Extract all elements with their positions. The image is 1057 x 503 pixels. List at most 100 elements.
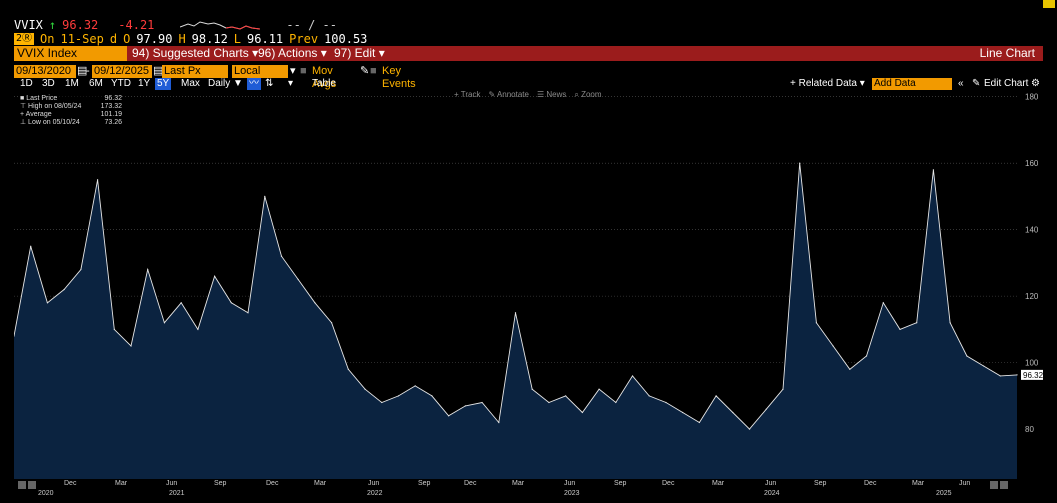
open-label: O [123,32,131,46]
high-value: 98.12 [191,32,228,46]
settings-gear-icon[interactable]: ⚙ [1031,78,1040,89]
scroll-right-button[interactable] [28,481,36,489]
x-tick-label: Dec [266,480,279,487]
data-point [598,388,600,390]
period-toolbar: 1D 3D 1M 6M YTD 1Y 5Y Max Daily ▼ 〰 ⇅ ▾ … [14,78,1043,90]
chart-tool-strip: + Track ✎ Annotate ☰ News ⌕ Zoom [454,90,602,100]
data-point [799,162,801,164]
data-point [498,421,500,424]
ticker-symbol[interactable]: VVIX [14,18,43,32]
data-point [46,302,49,304]
mov-avgs-label[interactable]: Mov Avgs [312,65,337,90]
data-point [765,408,767,410]
data-point [163,322,166,324]
calendar-end-icon[interactable]: ▤ [153,65,164,77]
status-indicator [1043,0,1055,8]
style-dropdown-icon[interactable]: ▾ [288,78,294,89]
legend-high: ⊤ High on 08/05/24 173.32 [20,103,122,110]
end-date-input[interactable]: 09/12/2025 [92,65,152,78]
prev-label: Prev [289,32,319,46]
data-point [331,322,333,324]
annotate-tool[interactable]: ✎ Annotate [488,90,529,99]
data-point [180,302,182,304]
x-tick-label: Jun [368,480,380,487]
x-tick-label: Jun [166,480,178,487]
key-events-checkbox[interactable]: ■ [370,65,377,77]
data-point [882,302,884,304]
related-data-menu[interactable]: + Related Data ▾ [790,78,865,89]
period-max[interactable]: Max [181,78,200,89]
data-point [531,388,533,390]
quote-row: 2Ⓡ On 11-Sep d O 97.90 H 98.12 L 96.11 P… [14,32,367,46]
ticker-row: VVIX ↑ 96.32 -4.21 -- / -- [14,18,337,32]
data-point [230,302,232,304]
zoom-out-button[interactable] [990,481,998,489]
data-point [932,169,935,171]
x-tick-label: Dec [64,480,77,487]
data-point [280,255,283,257]
data-point [397,395,400,397]
open-value: 97.90 [136,32,173,46]
scroll-left-button[interactable] [18,481,26,489]
y-tick-label: 120 [1025,292,1039,301]
x-tick-label: Sep [214,480,227,487]
edit-chart-icon[interactable]: ✎ [972,78,981,89]
mov-avgs-checkbox[interactable]: ■ [300,65,307,77]
frequency-select[interactable]: Daily ▼ [208,78,243,89]
y-tick-label: 100 [1025,359,1039,368]
x-tick-label: Jun [959,480,971,487]
data-point [565,395,567,397]
data-point [14,335,15,337]
line-style-icon[interactable]: 〰 [247,78,261,90]
pencil-icon[interactable]: ✎ [360,65,370,77]
news-tool[interactable]: ☰ News [536,90,567,99]
period-1m[interactable]: 1M [65,78,79,89]
x-year-label: 2020 [38,490,54,497]
x-tick-label: Mar [512,480,525,487]
x-year-label: 2024 [764,490,780,497]
y-tick-label: 160 [1025,159,1039,168]
period-6m[interactable]: 6M [89,78,103,89]
data-point [314,302,316,304]
data-point [414,385,416,387]
key-events-label[interactable]: Key Events [382,65,416,90]
actions-menu[interactable]: 96) Actions ▾ [258,46,327,60]
data-point [364,388,366,390]
chart-legend: ■ Last Price 96.32 ⊤ High on 08/05/24 173.… [20,95,122,127]
period-1d[interactable]: 1D [20,78,33,89]
x-tick-label: Dec [464,480,477,487]
currency-select[interactable]: Local CCY [232,65,288,90]
collapse-icon[interactable]: « [958,78,964,89]
data-point [715,395,717,397]
legend-average: + Average 101.19 [20,111,122,118]
period-1y[interactable]: 1Y [138,78,151,89]
x-year-label: 2023 [564,490,580,497]
add-data-input[interactable]: Add Data [872,78,952,90]
period-3d[interactable]: 3D [42,78,55,89]
data-point [665,401,667,404]
data-point [464,405,466,407]
data-point [548,401,550,404]
data-point [982,365,985,367]
zoom-tool[interactable]: ⌕ Zoom [574,90,602,99]
edit-menu[interactable]: 97) Edit ▾ [334,46,385,60]
period-5y[interactable]: 5Y [155,78,172,90]
bar-style-icon[interactable]: ⇅ [265,78,274,89]
suggested-charts-menu[interactable]: 94) Suggested Charts ▾ [132,46,259,60]
field-select[interactable]: Last Px [162,65,228,78]
currency-dropdown-icon[interactable]: ▾ [290,65,296,77]
x-tick-label: Mar [115,480,128,487]
table-button[interactable]: Table [312,78,336,89]
vvix-line-chart[interactable]: 180 160 140 120 100 80 96.32 [14,90,1043,479]
chart-area[interactable]: 180 160 140 120 100 80 96.32 + Track ✎ Annotat… [14,90,1043,479]
d-label: d [109,32,118,46]
x-year-label: 2022 [367,490,383,497]
track-tool[interactable]: + Track [454,90,481,99]
zoom-in-button[interactable] [1000,481,1008,489]
calendar-icon[interactable]: ▤ [77,65,88,77]
period-ytd[interactable]: YTD [111,78,131,89]
security-field[interactable]: VVIX Index [14,46,127,61]
edit-chart-button[interactable]: Edit Chart [984,78,1029,89]
data-point [63,288,65,291]
start-date-input[interactable]: 09/13/2020 [14,65,76,78]
